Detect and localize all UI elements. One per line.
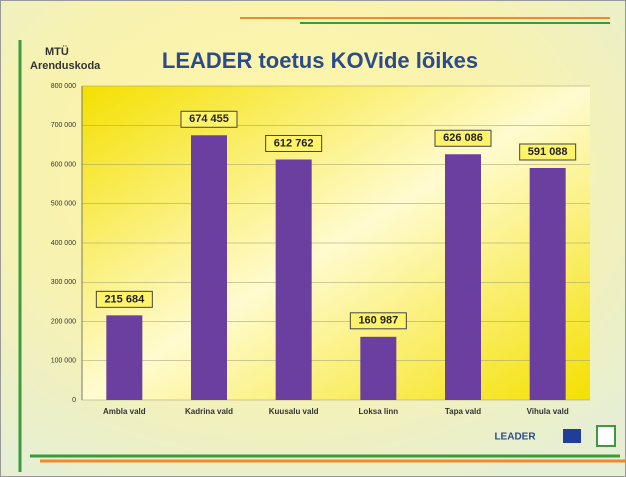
y-tick-label: 0 <box>72 397 76 404</box>
x-tick-label: Kadrina vald <box>185 407 233 416</box>
bar <box>530 168 566 400</box>
logo-box <box>597 426 615 446</box>
logo-text: MTÜ <box>45 45 69 58</box>
slide: MTÜ Arenduskoda LEADER toetus KOVide lõi… <box>0 0 626 477</box>
y-tick-label: 500 000 <box>51 201 76 208</box>
x-tick-label: Loksa linn <box>359 407 399 416</box>
value-label: 674 455 <box>189 113 229 125</box>
value-label: 215 684 <box>104 293 145 305</box>
bar <box>360 337 396 400</box>
y-tick-label: 200 000 <box>51 318 76 325</box>
bar <box>106 315 142 400</box>
footer-logo: LEADER <box>494 432 536 443</box>
chart-title: LEADER toetus KOVide lõikes <box>162 48 478 73</box>
logo-text: Arenduskoda <box>30 60 101 72</box>
x-tick-label: Ambla vald <box>103 407 146 416</box>
value-label: 591 088 <box>528 146 568 158</box>
y-tick-label: 300 000 <box>51 279 76 286</box>
x-tick-label: Vihula vald <box>527 407 569 416</box>
bar <box>445 154 481 400</box>
bar <box>191 135 227 400</box>
y-tick-label: 800 000 <box>51 83 76 90</box>
value-label: 612 762 <box>274 137 314 149</box>
y-tick-label: 400 000 <box>51 240 76 247</box>
value-label: 160 987 <box>358 315 398 327</box>
x-tick-label: Kuusalu vald <box>269 407 319 416</box>
x-tick-label: Tapa vald <box>445 407 481 416</box>
eu-flag <box>563 429 581 443</box>
y-tick-label: 100 000 <box>51 358 76 365</box>
y-tick-label: 600 000 <box>51 161 76 168</box>
y-tick-label: 700 000 <box>51 122 76 129</box>
value-label: 626 086 <box>443 132 483 144</box>
bar <box>276 159 312 400</box>
